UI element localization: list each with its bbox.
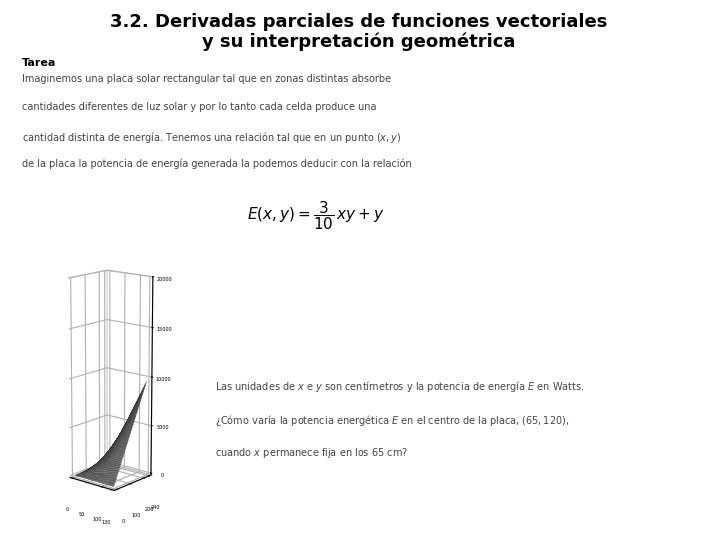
Text: ¿Cómo varía la potencia energética $E$ en el centro de la placa, $(65, 120)$,: ¿Cómo varía la potencia energética $E$ e…: [215, 413, 570, 428]
Text: Imaginemos una placa solar rectangular tal que en zonas distintas absorbe: Imaginemos una placa solar rectangular t…: [22, 74, 391, 84]
Text: Tarea: Tarea: [22, 58, 56, 68]
Text: $E(x, y) = \dfrac{3}{10}\,xy + y$: $E(x, y) = \dfrac{3}{10}\,xy + y$: [247, 199, 385, 232]
Text: cuando $x$ permanece fija en los $65$ cm?: cuando $x$ permanece fija en los $65$ cm…: [215, 446, 409, 460]
Text: Las unidades de $x$ e $y$ son centímetros y la potencia de energía $E$ en Watts.: Las unidades de $x$ e $y$ son centímetro…: [215, 379, 585, 394]
Text: cantidad distinta de energía. Tenemos una relación tal que en un punto $(x, y)$: cantidad distinta de energía. Tenemos un…: [22, 130, 401, 145]
Text: y su interpretación geométrica: y su interpretación geométrica: [202, 32, 516, 51]
Text: 3.2. Derivadas parciales de funciones vectoriales: 3.2. Derivadas parciales de funciones ve…: [111, 13, 607, 31]
Text: cantidades diferentes de luz solar y por lo tanto cada celda produce una: cantidades diferentes de luz solar y por…: [22, 102, 376, 112]
Text: de la placa la potencia de energía generada la podemos deducir con la relación: de la placa la potencia de energía gener…: [22, 158, 411, 169]
